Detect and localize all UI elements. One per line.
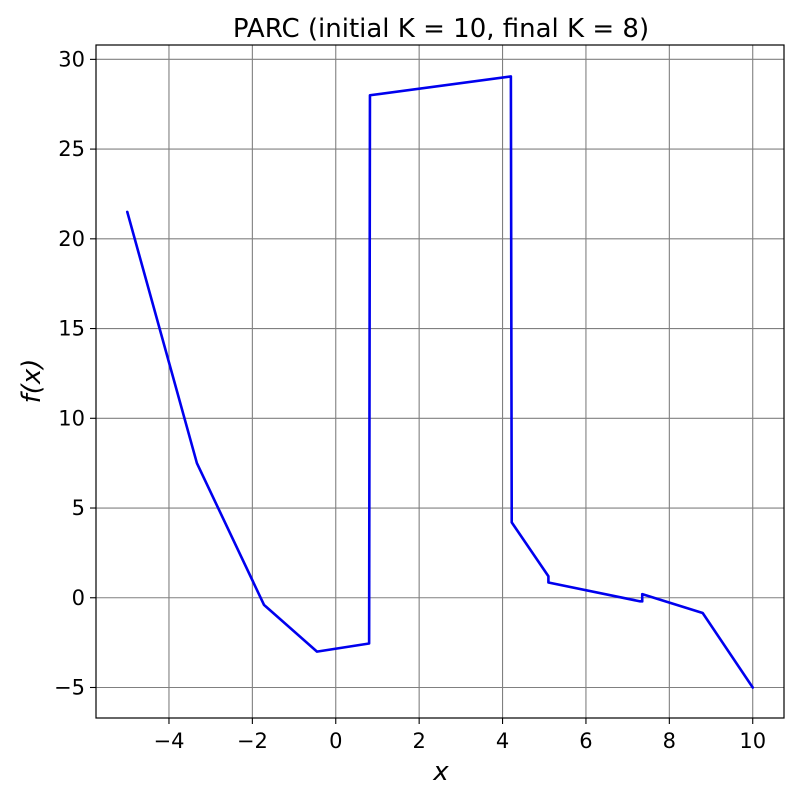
x-tick-label: −2 [237,729,268,753]
y-tick-label: 25 [58,137,85,161]
x-tick-label: 0 [329,729,342,753]
x-axis-label: x [432,757,449,787]
y-tick-label: 0 [72,586,85,610]
y-axis-label: f(x) [17,359,47,404]
y-tick-label: 10 [58,406,85,430]
x-tick-label: 4 [496,729,509,753]
y-tick-label: 5 [72,496,85,520]
y-ticks: −5 0 5 10 15 20 25 30 [54,47,96,699]
x-tick-label: 8 [663,729,676,753]
y-tick-label: 30 [58,47,85,71]
x-tick-label: 2 [412,729,425,753]
chart-title: PARC (initial K = 10, final K = 8) [233,14,649,44]
y-tick-label: −5 [54,675,85,699]
plot-area [125,75,755,689]
grid [96,45,784,718]
y-tick-label: 20 [58,227,85,251]
y-tick-label: 15 [58,317,85,341]
series-line [125,75,755,689]
x-tick-label: 6 [579,729,592,753]
plot-frame [95,44,785,719]
x-ticks: −4 −2 0 2 4 6 8 10 [153,718,766,753]
x-tick-label: −4 [153,729,184,753]
x-tick-label: 10 [739,729,766,753]
